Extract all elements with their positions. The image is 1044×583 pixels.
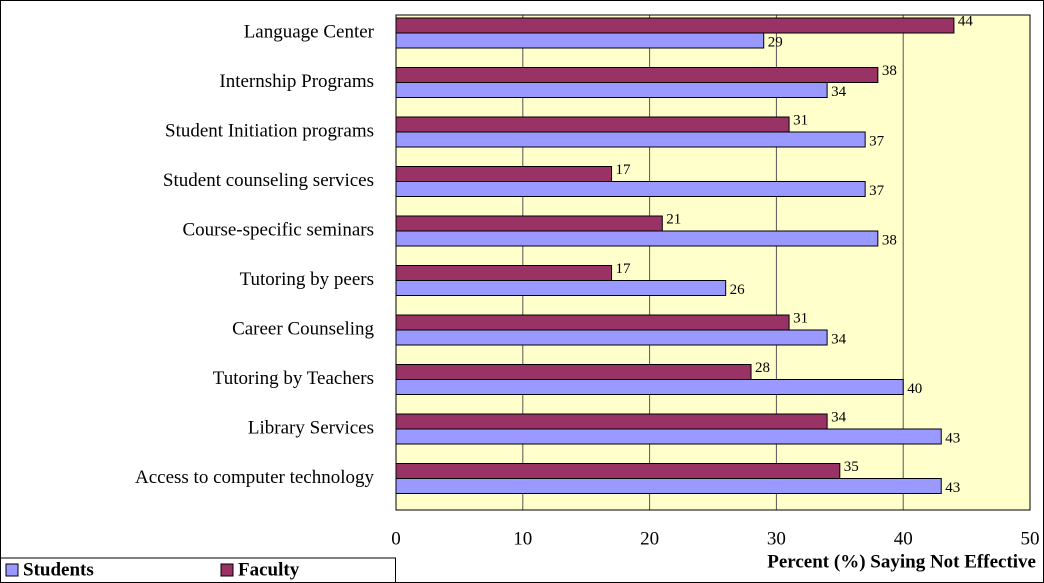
data-label: 29 (768, 34, 783, 50)
x-tick-label: 20 (640, 528, 659, 549)
data-label: 34 (831, 331, 847, 347)
data-label: 28 (755, 360, 770, 376)
y-tick-label: Tutoring by Teachers (213, 368, 374, 389)
data-label: 43 (945, 480, 960, 496)
bar (395, 280, 727, 296)
y-tick-label: Student Initiation programs (165, 120, 374, 141)
y-tick-label: Access to computer technology (135, 467, 375, 488)
bar (395, 17, 955, 34)
y-tick-label: Library Services (248, 417, 374, 438)
data-label: 37 (869, 183, 885, 199)
legend-swatch (5, 563, 19, 577)
bar (395, 413, 828, 430)
bar (395, 314, 790, 331)
data-label: 34 (831, 84, 847, 100)
bar (395, 428, 942, 445)
bar (395, 215, 663, 232)
legend-swatch (220, 563, 234, 577)
bar (395, 364, 752, 380)
data-label: 43 (945, 430, 960, 446)
x-axis-title: Percent (%) Saying Not Effective (767, 551, 1036, 572)
y-tick-label: Course-specific seminars (182, 219, 374, 240)
data-label: 31 (793, 310, 808, 326)
data-label: 38 (882, 232, 897, 248)
x-tick-label: 30 (767, 528, 786, 549)
bar (395, 230, 879, 247)
data-label: 38 (882, 63, 897, 79)
legend-box (0, 557, 396, 583)
bar (395, 478, 942, 494)
y-tick-label: Career Counseling (232, 318, 374, 339)
data-label: 35 (844, 459, 859, 475)
data-label: 26 (730, 282, 746, 298)
data-label: 44 (958, 13, 974, 29)
x-tick-label: 50 (1021, 528, 1040, 549)
data-label: 21 (666, 211, 681, 227)
plot-border (395, 14, 1031, 511)
data-label: 37 (869, 133, 885, 149)
bar (395, 67, 879, 83)
y-tick-label: Student counseling services (163, 170, 374, 191)
data-label: 40 (907, 381, 922, 397)
y-tick-label: Tutoring by peers (240, 269, 374, 290)
legend-label: Faculty (238, 559, 300, 580)
bar (395, 379, 904, 395)
bar (395, 82, 828, 98)
y-tick-label: Internship Programs (219, 71, 374, 92)
data-label: 17 (616, 162, 632, 178)
bar (395, 116, 790, 133)
bar (395, 166, 613, 182)
data-label: 34 (831, 409, 847, 425)
x-tick-label: 40 (894, 528, 913, 549)
bar (395, 131, 866, 148)
y-tick-label: Language Center (244, 21, 375, 42)
bar (395, 32, 765, 49)
legend-label: Students (23, 559, 94, 580)
x-tick-label: 0 (391, 528, 401, 549)
x-tick-label: 10 (513, 528, 532, 549)
data-label: 17 (616, 261, 632, 277)
bar (395, 181, 866, 197)
bar (395, 265, 613, 281)
bar (395, 463, 841, 479)
bar (395, 329, 828, 346)
data-label: 31 (793, 112, 808, 128)
